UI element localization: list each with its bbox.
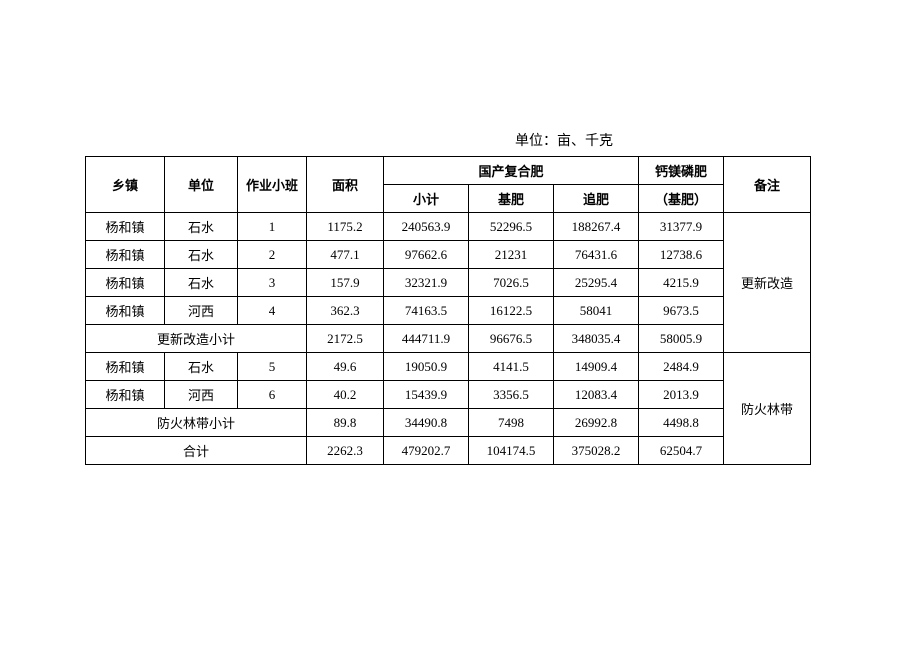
cell-cmp: 2484.9 (639, 353, 724, 381)
table-row: 杨和镇 石水 3 157.9 32321.9 7026.5 25295.4 42… (86, 269, 811, 297)
cell-town: 杨和镇 (86, 269, 165, 297)
th-compound: 国产复合肥 (384, 157, 639, 185)
cell-cmp: 12738.6 (639, 241, 724, 269)
cell-cmp: 4498.8 (639, 409, 724, 437)
cell-base: 96676.5 (469, 325, 554, 353)
cell-town: 杨和镇 (86, 297, 165, 325)
cell-unit: 石水 (165, 213, 238, 241)
data-table: 乡镇 单位 作业小班 面积 国产复合肥 钙镁磷肥 备注 小计 基肥 追肥 （基肥… (85, 156, 811, 465)
th-town: 乡镇 (86, 157, 165, 213)
th-top: 追肥 (554, 185, 639, 213)
cell-area: 1175.2 (307, 213, 384, 241)
cell-sub: 97662.6 (384, 241, 469, 269)
cell-cmp: 2013.9 (639, 381, 724, 409)
th-class: 作业小班 (238, 157, 307, 213)
cell-cls: 2 (238, 241, 307, 269)
cell-sub: 74163.5 (384, 297, 469, 325)
cell-cls: 3 (238, 269, 307, 297)
cell-base: 7498 (469, 409, 554, 437)
table-row: 杨和镇 河西 4 362.3 74163.5 16122.5 58041 967… (86, 297, 811, 325)
cell-cmp: 58005.9 (639, 325, 724, 353)
cell-cls: 6 (238, 381, 307, 409)
th-sub: 小计 (384, 185, 469, 213)
cell-top: 58041 (554, 297, 639, 325)
cell-area: 49.6 (307, 353, 384, 381)
cell-top: 76431.6 (554, 241, 639, 269)
cell-top: 26992.8 (554, 409, 639, 437)
cell-sub: 444711.9 (384, 325, 469, 353)
th-unit: 单位 (165, 157, 238, 213)
table-row: 杨和镇 石水 1 1175.2 240563.9 52296.5 188267.… (86, 213, 811, 241)
total-row: 合计 2262.3 479202.7 104174.5 375028.2 625… (86, 437, 811, 465)
cell-top: 188267.4 (554, 213, 639, 241)
cell-town: 杨和镇 (86, 353, 165, 381)
cell-unit: 石水 (165, 241, 238, 269)
cell-top: 12083.4 (554, 381, 639, 409)
cell-base: 7026.5 (469, 269, 554, 297)
cell-base: 21231 (469, 241, 554, 269)
cell-cmp: 4215.9 (639, 269, 724, 297)
cell-unit: 石水 (165, 269, 238, 297)
cell-area: 89.8 (307, 409, 384, 437)
th-base: 基肥 (469, 185, 554, 213)
th-area: 面积 (307, 157, 384, 213)
cell-top: 348035.4 (554, 325, 639, 353)
cell-base: 16122.5 (469, 297, 554, 325)
cell-unit: 河西 (165, 381, 238, 409)
cell-sub: 240563.9 (384, 213, 469, 241)
cell-cls: 4 (238, 297, 307, 325)
cell-unit: 石水 (165, 353, 238, 381)
cell-cls: 1 (238, 213, 307, 241)
cell-sub: 479202.7 (384, 437, 469, 465)
cell-top: 25295.4 (554, 269, 639, 297)
total-label: 合计 (86, 437, 307, 465)
cell-area: 2262.3 (307, 437, 384, 465)
table-row: 杨和镇 石水 2 477.1 97662.6 21231 76431.6 127… (86, 241, 811, 269)
cell-cmp: 62504.7 (639, 437, 724, 465)
cell-area: 157.9 (307, 269, 384, 297)
remark-group2: 防火林带 (724, 353, 811, 465)
remark-group1: 更新改造 (724, 213, 811, 353)
cell-base: 3356.5 (469, 381, 554, 409)
table-row: 杨和镇 石水 5 49.6 19050.9 4141.5 14909.4 248… (86, 353, 811, 381)
th-remark: 备注 (724, 157, 811, 213)
subtotal-row: 更新改造小计 2172.5 444711.9 96676.5 348035.4 … (86, 325, 811, 353)
cell-area: 362.3 (307, 297, 384, 325)
cell-town: 杨和镇 (86, 213, 165, 241)
cell-base: 52296.5 (469, 213, 554, 241)
cell-unit: 河西 (165, 297, 238, 325)
cell-area: 477.1 (307, 241, 384, 269)
subtotal-row: 防火林带小计 89.8 34490.8 7498 26992.8 4498.8 (86, 409, 811, 437)
cell-sub: 32321.9 (384, 269, 469, 297)
cell-top: 14909.4 (554, 353, 639, 381)
th-camgp: 钙镁磷肥 (639, 157, 724, 185)
subtotal1-label: 更新改造小计 (86, 325, 307, 353)
cell-base: 104174.5 (469, 437, 554, 465)
cell-base: 4141.5 (469, 353, 554, 381)
cell-cmp: 9673.5 (639, 297, 724, 325)
subtotal2-label: 防火林带小计 (86, 409, 307, 437)
cell-sub: 34490.8 (384, 409, 469, 437)
cell-sub: 19050.9 (384, 353, 469, 381)
cell-cls: 5 (238, 353, 307, 381)
cell-sub: 15439.9 (384, 381, 469, 409)
cell-area: 2172.5 (307, 325, 384, 353)
unit-line: 单位：亩、千克 (515, 130, 811, 150)
cell-town: 杨和镇 (86, 241, 165, 269)
th-camgp-sub: （基肥） (639, 185, 724, 213)
cell-top: 375028.2 (554, 437, 639, 465)
cell-area: 40.2 (307, 381, 384, 409)
table-row: 杨和镇 河西 6 40.2 15439.9 3356.5 12083.4 201… (86, 381, 811, 409)
cell-cmp: 31377.9 (639, 213, 724, 241)
cell-town: 杨和镇 (86, 381, 165, 409)
